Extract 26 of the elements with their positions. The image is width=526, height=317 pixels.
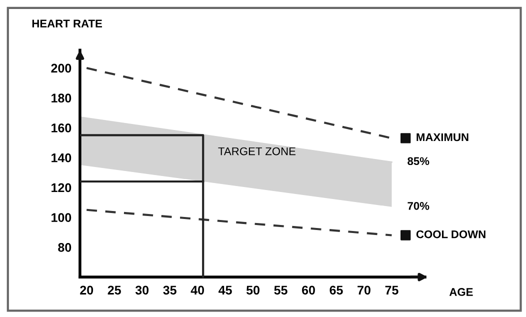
x-tick-label: 35 (163, 286, 176, 295)
x-tick-label: 40 (190, 286, 204, 295)
y-tick-label: 100 (52, 213, 72, 222)
y-axis-title: HEART RATE (32, 20, 102, 28)
y-tick-label: 180 (52, 94, 72, 103)
x-tick-label: 75 (385, 286, 398, 295)
x-tick-label: 60 (302, 286, 315, 295)
x-tick-label: 25 (108, 286, 121, 295)
x-tick-label: 65 (330, 286, 343, 295)
x-tick-label: 20 (80, 286, 94, 295)
x-tick-label: 30 (135, 286, 149, 295)
series-label: COOL DOWN (416, 230, 486, 238)
annotation: 70% (408, 202, 430, 210)
y-tick-label: 80 (58, 242, 72, 252)
x-axis-title: AGE (449, 288, 473, 296)
annotation: 85% (408, 157, 430, 166)
x-tick-label: 70 (358, 286, 370, 295)
y-tick-label: 120 (52, 183, 72, 192)
x-tick-label: 50 (246, 286, 260, 295)
y-tick-label: 140 (52, 153, 72, 162)
series-label: MAXIMUN (416, 133, 468, 142)
x-tick-label: 55 (274, 286, 288, 295)
y-tick-label: 160 (52, 124, 72, 132)
y-tick-label: 200 (51, 64, 72, 73)
annotation: TARGET ZONE (218, 147, 296, 156)
x-tick-label: 45 (218, 286, 232, 295)
